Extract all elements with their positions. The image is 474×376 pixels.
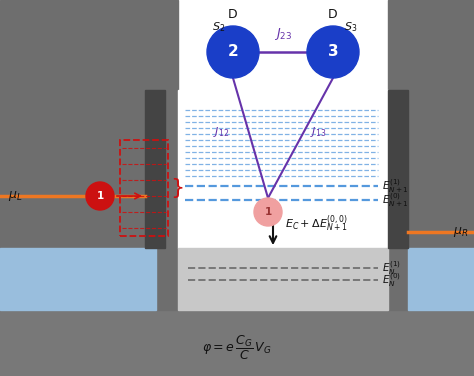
Text: $E_{N}^{(1)}$: $E_{N}^{(1)}$ [382,259,401,277]
Bar [178,248,388,310]
Text: $J_{12}$: $J_{12}$ [213,125,229,139]
Text: $S_2$: $S_2$ [212,20,226,34]
Bar [0,310,474,376]
Bar [388,0,474,310]
Text: D: D [228,8,238,21]
Circle shape [307,26,359,78]
Bar [388,90,408,248]
Bar [178,90,388,248]
Text: $E_{N}^{(0)}$: $E_{N}^{(0)}$ [382,271,401,289]
Text: $E_{N+1}^{(0)}$: $E_{N+1}^{(0)}$ [382,191,409,209]
Text: }: } [170,178,184,198]
Text: $S_3$: $S_3$ [344,20,358,34]
Text: $\mu_L$: $\mu_L$ [8,189,22,203]
Text: $\mu_R$: $\mu_R$ [453,225,468,239]
Text: 1: 1 [96,191,104,201]
Text: $E_{N+1}^{(1)}$: $E_{N+1}^{(1)}$ [382,177,409,195]
Bar [145,90,165,248]
Circle shape [207,26,259,78]
Text: D: D [328,8,338,21]
Text: $\varphi = e\,\dfrac{C_G}{C}\,V_G$: $\varphi = e\,\dfrac{C_G}{C}\,V_G$ [202,334,272,362]
Text: $J_{23}$: $J_{23}$ [274,26,292,42]
Text: 3: 3 [328,44,338,59]
Text: $E_C + \Delta E_{N+1}^{(0,0)}$: $E_C + \Delta E_{N+1}^{(0,0)}$ [285,214,348,234]
Circle shape [86,182,114,210]
Bar [0,0,178,310]
Text: 1: 1 [264,207,272,217]
Text: 2: 2 [228,44,238,59]
Bar [0,248,156,310]
Bar [408,248,474,310]
Circle shape [254,198,282,226]
Text: $J_{13}$: $J_{13}$ [310,125,326,139]
Bar [120,140,168,236]
